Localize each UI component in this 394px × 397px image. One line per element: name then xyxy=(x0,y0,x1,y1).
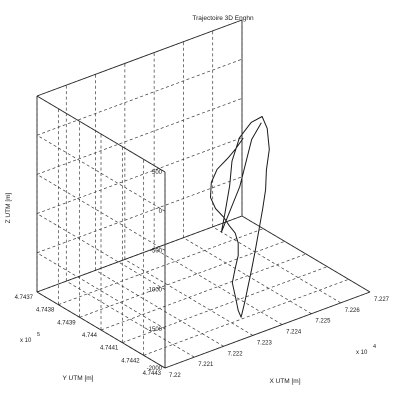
y-multiplier: x 10 5 xyxy=(20,332,40,344)
x-axis-label: X UTM [m] xyxy=(269,378,300,385)
y-tick-label: 4.744 xyxy=(82,333,98,339)
box-edge xyxy=(241,215,371,293)
floor-grid-line xyxy=(58,228,264,305)
z-tick-label: -2000 xyxy=(147,366,163,372)
x-multiplier: x 10 4 xyxy=(356,344,376,356)
wall-grid-line xyxy=(36,174,166,251)
wall-grid-line xyxy=(36,176,243,254)
trajectory-series xyxy=(210,116,270,318)
svg-text:4: 4 xyxy=(373,344,376,350)
x-tick-label: 7.226 xyxy=(345,308,361,314)
x-tick-label: 7.222 xyxy=(228,351,244,357)
z-axis-label: Z UTM [m] xyxy=(5,192,12,223)
y-tick-label: 4.7442 xyxy=(121,358,140,364)
z-tick-label: 0 xyxy=(159,209,163,215)
z-tick-label: 500 xyxy=(152,170,163,176)
y-tick-label: 4.7437 xyxy=(15,295,34,301)
x-tick-label: 7.225 xyxy=(315,319,331,325)
floor-grid-line xyxy=(143,279,349,356)
z-tick-label: -1000 xyxy=(147,288,163,294)
wall-grid-line xyxy=(36,98,243,175)
z-tick-label: -1500 xyxy=(147,327,163,333)
y-axis-label: Y UTM [m] xyxy=(63,375,94,382)
y-tick-label: 4.7443 xyxy=(143,371,162,377)
axes-box xyxy=(36,19,371,369)
box-edge xyxy=(36,291,166,369)
floor-grid-line xyxy=(66,280,195,358)
z-tick-label: -500 xyxy=(150,248,163,254)
x-tick-label: 7.22 xyxy=(169,373,181,379)
trajectory-line xyxy=(210,116,270,318)
wall-grid-line xyxy=(36,134,166,212)
box-edge xyxy=(164,291,371,369)
y-tick-label: 4.7438 xyxy=(36,308,55,314)
chart-title: Trajectoire 3D Enghn xyxy=(192,15,254,22)
tick-labels: -2000 -1500 -1000 -500 0 500 4.7437 4.74384.743… xyxy=(15,170,390,379)
x-tick-label: 7.224 xyxy=(286,330,302,336)
wall-grid-line xyxy=(36,252,166,330)
wall-grid-line xyxy=(36,58,243,136)
svg-text:x 10: x 10 xyxy=(356,350,368,356)
grid-lines xyxy=(36,19,371,369)
floor-grid-line xyxy=(100,253,307,331)
y-tick-label: 4.7441 xyxy=(100,346,119,352)
box-edge xyxy=(36,215,243,293)
wall-grid-line xyxy=(36,137,243,214)
y-tick-label: 4.7439 xyxy=(57,320,76,326)
svg-text:x 10: x 10 xyxy=(20,338,32,344)
floor-grid-line xyxy=(122,266,328,343)
svg-text:5: 5 xyxy=(37,332,40,338)
x-tick-label: 7.221 xyxy=(198,362,214,368)
x-tick-label: 7.223 xyxy=(257,340,273,346)
x-tick-label: 7.227 xyxy=(374,297,390,303)
floor-grid-line xyxy=(79,241,285,318)
floor-grid-line xyxy=(153,248,283,325)
wall-grid-line xyxy=(36,213,166,290)
box-edge xyxy=(36,95,166,173)
box-edge xyxy=(36,19,243,97)
